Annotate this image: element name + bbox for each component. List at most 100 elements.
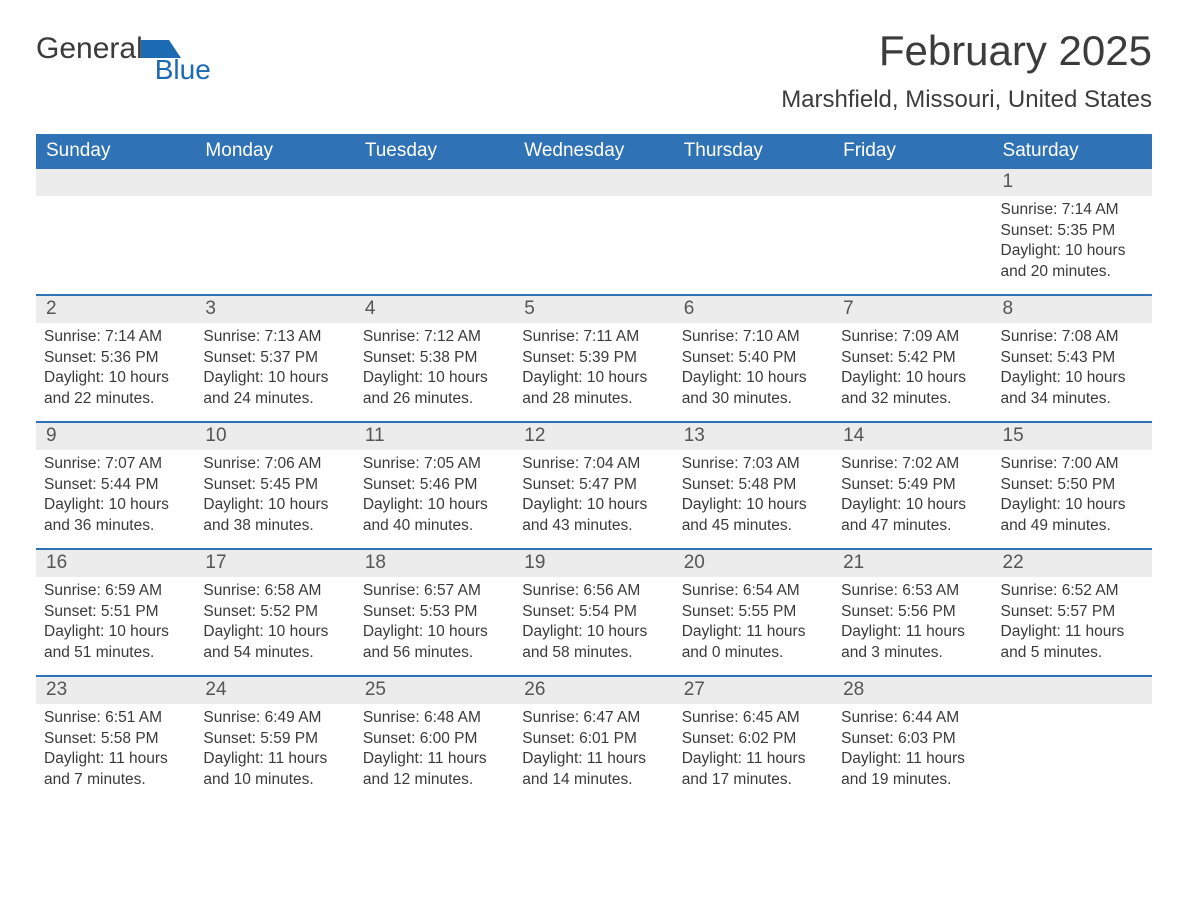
day-cell: Sunrise: 7:14 AMSunset: 5:35 PMDaylight:… bbox=[993, 196, 1152, 294]
day-cell: Sunrise: 6:48 AMSunset: 6:00 PMDaylight:… bbox=[355, 704, 514, 802]
day-number: 6 bbox=[674, 296, 833, 323]
day-cell: Sunrise: 7:02 AMSunset: 5:49 PMDaylight:… bbox=[833, 450, 992, 548]
sunset-text: Sunset: 5:48 PM bbox=[682, 475, 825, 495]
day-number: 23 bbox=[36, 677, 195, 704]
day-number: 2 bbox=[36, 296, 195, 323]
day-number bbox=[674, 169, 833, 196]
sunset-text: Sunset: 5:54 PM bbox=[522, 602, 665, 622]
sunset-text: Sunset: 5:40 PM bbox=[682, 348, 825, 368]
day-number: 11 bbox=[355, 423, 514, 450]
sunrise-text: Sunrise: 6:56 AM bbox=[522, 581, 665, 601]
sunset-text: Sunset: 5:53 PM bbox=[363, 602, 506, 622]
sunrise-text: Sunrise: 6:45 AM bbox=[682, 708, 825, 728]
sunrise-text: Sunrise: 6:53 AM bbox=[841, 581, 984, 601]
daylight-text: Daylight: 10 hours and 28 minutes. bbox=[522, 368, 665, 409]
day-number: 1 bbox=[993, 169, 1152, 196]
weekday-header: Sunday bbox=[36, 134, 195, 169]
calendar: Sunday Monday Tuesday Wednesday Thursday… bbox=[36, 134, 1152, 802]
day-number: 27 bbox=[674, 677, 833, 704]
sunrise-text: Sunrise: 7:05 AM bbox=[363, 454, 506, 474]
sunrise-text: Sunrise: 6:44 AM bbox=[841, 708, 984, 728]
daynum-strip: 9101112131415 bbox=[36, 421, 1152, 450]
day-number bbox=[195, 169, 354, 196]
day-cell: Sunrise: 6:45 AMSunset: 6:02 PMDaylight:… bbox=[674, 704, 833, 802]
day-number: 26 bbox=[514, 677, 673, 704]
sunset-text: Sunset: 5:58 PM bbox=[44, 729, 187, 749]
day-number: 8 bbox=[993, 296, 1152, 323]
week-row: Sunrise: 7:14 AMSunset: 5:35 PMDaylight:… bbox=[36, 196, 1152, 294]
weekday-header: Saturday bbox=[993, 134, 1152, 169]
sunrise-text: Sunrise: 7:06 AM bbox=[203, 454, 346, 474]
day-cell: Sunrise: 7:00 AMSunset: 5:50 PMDaylight:… bbox=[993, 450, 1152, 548]
day-number: 7 bbox=[833, 296, 992, 323]
sunrise-text: Sunrise: 6:47 AM bbox=[522, 708, 665, 728]
sunset-text: Sunset: 5:57 PM bbox=[1001, 602, 1144, 622]
day-cell: Sunrise: 7:04 AMSunset: 5:47 PMDaylight:… bbox=[514, 450, 673, 548]
sunset-text: Sunset: 5:43 PM bbox=[1001, 348, 1144, 368]
day-number: 16 bbox=[36, 550, 195, 577]
day-number: 19 bbox=[514, 550, 673, 577]
sunset-text: Sunset: 5:55 PM bbox=[682, 602, 825, 622]
day-number: 10 bbox=[195, 423, 354, 450]
daylight-text: Daylight: 10 hours and 24 minutes. bbox=[203, 368, 346, 409]
day-cell: Sunrise: 7:14 AMSunset: 5:36 PMDaylight:… bbox=[36, 323, 195, 421]
sunrise-text: Sunrise: 7:14 AM bbox=[44, 327, 187, 347]
day-cell: Sunrise: 7:10 AMSunset: 5:40 PMDaylight:… bbox=[674, 323, 833, 421]
day-number: 13 bbox=[674, 423, 833, 450]
daylight-text: Daylight: 10 hours and 40 minutes. bbox=[363, 495, 506, 536]
week-row: Sunrise: 6:59 AMSunset: 5:51 PMDaylight:… bbox=[36, 577, 1152, 675]
sunrise-text: Sunrise: 7:04 AM bbox=[522, 454, 665, 474]
day-cell: Sunrise: 7:08 AMSunset: 5:43 PMDaylight:… bbox=[993, 323, 1152, 421]
daylight-text: Daylight: 10 hours and 49 minutes. bbox=[1001, 495, 1144, 536]
sunrise-text: Sunrise: 6:57 AM bbox=[363, 581, 506, 601]
daylight-text: Daylight: 10 hours and 58 minutes. bbox=[522, 622, 665, 663]
sunset-text: Sunset: 5:50 PM bbox=[1001, 475, 1144, 495]
day-number: 25 bbox=[355, 677, 514, 704]
day-cell: Sunrise: 7:11 AMSunset: 5:39 PMDaylight:… bbox=[514, 323, 673, 421]
sunset-text: Sunset: 5:39 PM bbox=[522, 348, 665, 368]
sunset-text: Sunset: 5:36 PM bbox=[44, 348, 187, 368]
daylight-text: Daylight: 11 hours and 19 minutes. bbox=[841, 749, 984, 790]
sunset-text: Sunset: 5:44 PM bbox=[44, 475, 187, 495]
week-row: Sunrise: 7:07 AMSunset: 5:44 PMDaylight:… bbox=[36, 450, 1152, 548]
sunrise-text: Sunrise: 6:49 AM bbox=[203, 708, 346, 728]
day-number bbox=[514, 169, 673, 196]
weekday-header: Thursday bbox=[674, 134, 833, 169]
weekday-header-row: Sunday Monday Tuesday Wednesday Thursday… bbox=[36, 134, 1152, 169]
daylight-text: Daylight: 11 hours and 14 minutes. bbox=[522, 749, 665, 790]
sunrise-text: Sunrise: 6:59 AM bbox=[44, 581, 187, 601]
sunset-text: Sunset: 5:47 PM bbox=[522, 475, 665, 495]
sunset-text: Sunset: 5:37 PM bbox=[203, 348, 346, 368]
sunset-text: Sunset: 5:45 PM bbox=[203, 475, 346, 495]
weekday-header: Wednesday bbox=[514, 134, 673, 169]
sunrise-text: Sunrise: 6:51 AM bbox=[44, 708, 187, 728]
day-cell: Sunrise: 6:52 AMSunset: 5:57 PMDaylight:… bbox=[993, 577, 1152, 675]
daynum-strip: 232425262728 bbox=[36, 675, 1152, 704]
sunset-text: Sunset: 6:02 PM bbox=[682, 729, 825, 749]
daylight-text: Daylight: 10 hours and 47 minutes. bbox=[841, 495, 984, 536]
sunrise-text: Sunrise: 6:52 AM bbox=[1001, 581, 1144, 601]
daylight-text: Daylight: 10 hours and 45 minutes. bbox=[682, 495, 825, 536]
day-cell: Sunrise: 6:56 AMSunset: 5:54 PMDaylight:… bbox=[514, 577, 673, 675]
day-cell: Sunrise: 7:13 AMSunset: 5:37 PMDaylight:… bbox=[195, 323, 354, 421]
day-number: 3 bbox=[195, 296, 354, 323]
day-cell: Sunrise: 6:49 AMSunset: 5:59 PMDaylight:… bbox=[195, 704, 354, 802]
day-number: 22 bbox=[993, 550, 1152, 577]
day-cell bbox=[993, 704, 1152, 802]
day-cell: Sunrise: 6:57 AMSunset: 5:53 PMDaylight:… bbox=[355, 577, 514, 675]
day-cell bbox=[36, 196, 195, 294]
sunset-text: Sunset: 6:01 PM bbox=[522, 729, 665, 749]
day-cell: Sunrise: 7:06 AMSunset: 5:45 PMDaylight:… bbox=[195, 450, 354, 548]
day-number: 5 bbox=[514, 296, 673, 323]
sunset-text: Sunset: 5:49 PM bbox=[841, 475, 984, 495]
day-number: 9 bbox=[36, 423, 195, 450]
daylight-text: Daylight: 11 hours and 7 minutes. bbox=[44, 749, 187, 790]
sunset-text: Sunset: 6:03 PM bbox=[841, 729, 984, 749]
daynum-strip: 2345678 bbox=[36, 294, 1152, 323]
day-cell: Sunrise: 7:12 AMSunset: 5:38 PMDaylight:… bbox=[355, 323, 514, 421]
week-row: Sunrise: 6:51 AMSunset: 5:58 PMDaylight:… bbox=[36, 704, 1152, 802]
day-cell bbox=[674, 196, 833, 294]
daylight-text: Daylight: 10 hours and 26 minutes. bbox=[363, 368, 506, 409]
day-number: 4 bbox=[355, 296, 514, 323]
header-region: General Blue February 2025 Marshfield, M… bbox=[36, 28, 1152, 114]
